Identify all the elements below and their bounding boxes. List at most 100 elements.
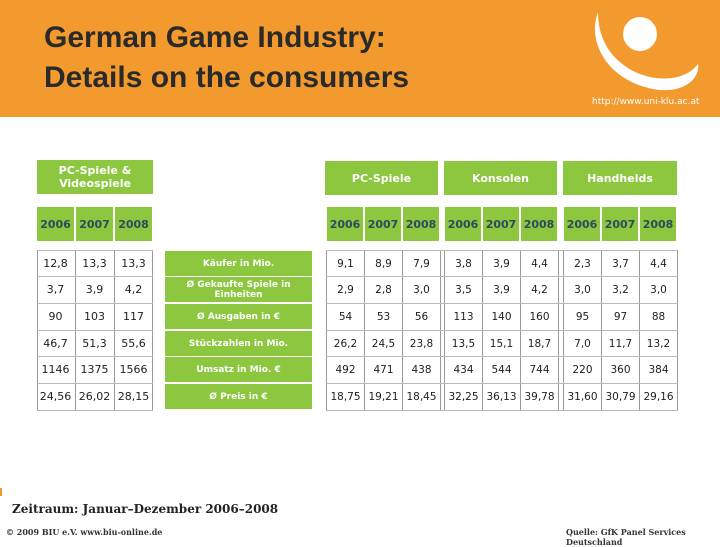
right-table-cell: 18,45 xyxy=(406,390,437,403)
left-table-cell: 103 xyxy=(84,310,105,323)
grid-line xyxy=(326,383,678,384)
right-table-cell: 3,8 xyxy=(455,257,472,270)
grid-line xyxy=(326,303,678,304)
source-text: Quelle: GfK Panel Services Deutschland xyxy=(566,527,686,547)
right-year-header: 2006 xyxy=(445,207,481,241)
right-table-cell: 3,9 xyxy=(493,257,510,270)
right-table-cell: 31,60 xyxy=(567,390,598,403)
right-year-header: 2006 xyxy=(327,207,363,241)
right-table-cell: 2,8 xyxy=(375,283,392,296)
left-year-header: 2006 xyxy=(37,207,74,241)
grid-line xyxy=(37,303,153,304)
right-table-cell: 56 xyxy=(414,310,429,323)
row-label-0: Käufer in Mio. xyxy=(165,251,312,276)
header-banner xyxy=(0,0,720,117)
title-line-2: Details on the consumers xyxy=(44,61,410,94)
right-table-cell: 4,2 xyxy=(531,283,548,296)
grid-line xyxy=(326,330,678,331)
right-table-cell: 113 xyxy=(453,310,474,323)
right-year-header: 2007 xyxy=(365,207,401,241)
right-table-cell: 3,9 xyxy=(493,283,510,296)
right-table-cell: 24,5 xyxy=(371,337,396,350)
left-year-header: 2008 xyxy=(115,207,152,241)
left-table-cell: 4,2 xyxy=(124,283,143,296)
left-table-cell: 12,8 xyxy=(43,257,68,270)
right-table-cell: 360 xyxy=(610,363,631,376)
right-table-cell: 39,78 xyxy=(524,390,555,403)
period-text: Zeitraum: Januar–Dezember 2006–2008 xyxy=(12,502,279,516)
right-year-header: 2007 xyxy=(483,207,519,241)
right-table-cell: 744 xyxy=(529,363,550,376)
left-table-cell: 90 xyxy=(48,310,63,323)
grid-line xyxy=(326,250,678,251)
right-table-cell: 160 xyxy=(529,310,550,323)
right-table-cell: 3,0 xyxy=(413,283,430,296)
group-header-handhelds: Handhelds xyxy=(563,161,677,195)
right-table-cell: 140 xyxy=(491,310,512,323)
right-table-cell: 19,21 xyxy=(368,390,399,403)
right-table-cell: 434 xyxy=(453,363,474,376)
grid-line xyxy=(37,250,153,251)
right-table-cell: 30,79 xyxy=(605,390,636,403)
left-edge-mark xyxy=(0,488,2,496)
right-table-cell: 2,9 xyxy=(337,283,354,296)
left-table-cell: 55,6 xyxy=(121,337,146,350)
right-table-cell: 32,25 xyxy=(448,390,479,403)
right-year-header: 2007 xyxy=(602,207,638,241)
right-year-header: 2008 xyxy=(640,207,676,241)
row-label-4: Umsatz in Mio. € xyxy=(165,357,312,382)
left-table-cell: 3,7 xyxy=(46,283,65,296)
right-table-cell: 13,5 xyxy=(451,337,476,350)
left-table-cell: 13,3 xyxy=(121,257,146,270)
right-table-cell: 23,8 xyxy=(409,337,434,350)
grid-line xyxy=(326,410,678,411)
left-table-cell: 3,9 xyxy=(85,283,104,296)
group-header-pc-spiele: PC-Spiele xyxy=(325,161,438,195)
grid-line xyxy=(326,276,678,277)
page-title: German Game Industry: Details on the con… xyxy=(44,18,409,98)
right-table-cell: 9,1 xyxy=(337,257,354,270)
left-table-cell: 1375 xyxy=(80,363,109,376)
right-table-cell: 18,7 xyxy=(527,337,552,350)
right-table-cell: 95 xyxy=(575,310,590,323)
grid-line xyxy=(37,410,153,411)
right-table-cell: 88 xyxy=(651,310,666,323)
right-table-cell: 53 xyxy=(376,310,391,323)
left-table-cell: 1566 xyxy=(119,363,148,376)
grid-line xyxy=(37,356,153,357)
row-label-5: Ø Preis in € xyxy=(165,384,312,409)
url-text: http://www.uni-klu.ac.at xyxy=(592,97,700,107)
row-label-2: Ø Ausgaben in € xyxy=(165,304,312,329)
left-table-header: PC-Spiele & Videospiele xyxy=(37,160,153,194)
left-table-cell: 117 xyxy=(123,310,144,323)
right-table-cell: 220 xyxy=(572,363,593,376)
right-table-cell: 36,13 xyxy=(486,390,517,403)
right-table-cell: 29,16 xyxy=(643,390,674,403)
left-table-cell: 13,3 xyxy=(82,257,107,270)
left-table-cell: 51,3 xyxy=(82,337,107,350)
right-table-cell: 15,1 xyxy=(489,337,514,350)
right-table-cell: 544 xyxy=(491,363,512,376)
right-table-cell: 3,7 xyxy=(612,257,629,270)
right-table-cell: 11,7 xyxy=(608,337,633,350)
row-label-3: Stückzahlen in Mio. xyxy=(165,331,312,356)
copyright-text: © 2009 BIU e.V. www.biu-online.de xyxy=(6,527,163,537)
grid-line xyxy=(326,356,678,357)
left-table-cell: 24,56 xyxy=(39,390,72,403)
row-label-1: Ø Gekaufte Spiele in Einheiten xyxy=(165,277,312,302)
right-table-cell: 4,4 xyxy=(650,257,667,270)
group-header-konsolen: Konsolen xyxy=(444,161,557,195)
right-table-cell: 3,0 xyxy=(574,283,591,296)
right-table-cell: 7,0 xyxy=(574,337,591,350)
right-table-cell: 18,75 xyxy=(330,390,361,403)
left-year-header: 2007 xyxy=(76,207,113,241)
right-table-cell: 471 xyxy=(373,363,394,376)
right-table-cell: 3,5 xyxy=(455,283,472,296)
right-table-cell: 7,9 xyxy=(413,257,430,270)
right-table-cell: 384 xyxy=(648,363,669,376)
left-table-cell: 28,15 xyxy=(117,390,150,403)
grid-line xyxy=(37,383,153,384)
title-line-1: German Game Industry: xyxy=(44,21,386,54)
right-table-cell: 2,3 xyxy=(574,257,591,270)
right-table-cell: 438 xyxy=(411,363,432,376)
